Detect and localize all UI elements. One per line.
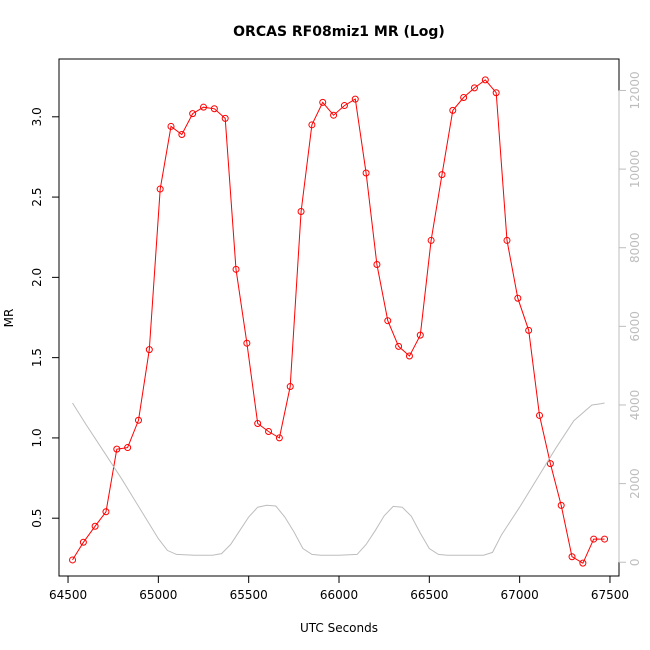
x-axis-label: UTC Seconds xyxy=(300,621,378,635)
x-tick-label: 66500 xyxy=(410,588,448,602)
y-tick-label: 1.0 xyxy=(30,428,44,447)
mr-data-point xyxy=(568,553,576,561)
x-tick-label: 64500 xyxy=(49,588,87,602)
y2-tick-label: 6000 xyxy=(628,311,642,342)
mr-data-point xyxy=(134,416,142,424)
mr-data-point xyxy=(243,339,251,347)
x-tick-label: 67000 xyxy=(501,588,539,602)
mr-data-point xyxy=(69,556,77,564)
mr-data-point xyxy=(210,105,218,113)
x-axis: 64500 65000 65500 66000 66500 67000 67500 xyxy=(49,575,629,602)
mr-data-point xyxy=(79,538,87,546)
chart-title: ORCAS RF08miz1 MR (Log) xyxy=(233,24,445,40)
mr-data-point xyxy=(427,236,435,244)
mr-data-point xyxy=(200,103,208,111)
mr-data-point xyxy=(113,445,121,453)
mr-data-point xyxy=(405,352,413,360)
mr-data-point xyxy=(232,265,240,273)
mr-data-point xyxy=(91,522,99,530)
x-tick-label: 65500 xyxy=(230,588,268,602)
mr-data-point xyxy=(492,89,500,97)
mr-data-point xyxy=(579,559,587,567)
mr-data-point xyxy=(145,346,153,354)
y-axis: 0.5 1.0 1.5 2.0 2.5 3.0 xyxy=(30,107,60,528)
mr-data-point xyxy=(351,95,359,103)
mr-data-point xyxy=(557,501,565,509)
mr-data-point xyxy=(438,171,446,179)
mr-data-point xyxy=(178,130,186,138)
series-layer xyxy=(69,76,609,567)
mr-data-point xyxy=(395,342,403,350)
y-tick-label: 0.5 xyxy=(30,509,44,528)
y2-tick-label: 4000 xyxy=(628,390,642,421)
x-tick-label: 65000 xyxy=(139,588,177,602)
y-tick-label: 3.0 xyxy=(30,107,44,126)
y-tick-label: 2.5 xyxy=(30,188,44,207)
secondary-series-line xyxy=(72,402,605,556)
mr-data-point xyxy=(470,84,478,92)
y2-tick-label: 0 xyxy=(628,558,642,566)
y2-tick-label: 10000 xyxy=(628,150,642,188)
mr-data-point xyxy=(189,110,197,118)
mr-data-point xyxy=(286,383,294,391)
mr-data-point xyxy=(221,114,229,122)
y2-tick-label: 8000 xyxy=(628,232,642,263)
secondary-y-axis: 0 2000 4000 6000 8000 10000 12000 xyxy=(618,71,642,566)
x-tick-label: 67500 xyxy=(591,588,629,602)
mr-data-point xyxy=(156,185,164,193)
mr-data-point xyxy=(297,208,305,216)
y2-tick-label: 2000 xyxy=(628,468,642,499)
mr-data-point xyxy=(601,535,609,543)
plot-frame xyxy=(58,58,620,577)
mr-data-point xyxy=(384,317,392,325)
mr-data-point xyxy=(449,106,457,114)
mr-data-point xyxy=(416,331,424,339)
mr-data-point xyxy=(590,535,598,543)
mr-data-point xyxy=(373,261,381,269)
mr-data-point xyxy=(503,236,511,244)
mr-data-point xyxy=(308,121,316,129)
mr-data-point xyxy=(102,508,110,516)
mr-data-point xyxy=(481,76,489,84)
mr-data-point xyxy=(362,169,370,177)
mr-data-point xyxy=(546,460,554,468)
mr-data-point xyxy=(254,419,262,427)
x-tick-label: 66000 xyxy=(320,588,358,602)
mr-data-point xyxy=(340,102,348,110)
mr-data-point xyxy=(265,427,273,435)
mr-series-line xyxy=(72,79,605,564)
mr-data-point xyxy=(275,434,283,442)
mr-data-point xyxy=(460,94,468,102)
y-axis-label: MR xyxy=(2,309,16,328)
mr-data-point xyxy=(319,98,327,106)
mr-data-point xyxy=(514,294,522,302)
mr-data-point xyxy=(536,411,544,419)
y-tick-label: 2.0 xyxy=(30,268,44,287)
mr-data-point xyxy=(167,122,175,130)
y-tick-label: 1.5 xyxy=(30,348,44,367)
mr-data-point xyxy=(525,326,533,334)
mr-data-point xyxy=(124,444,132,452)
y2-tick-label: 12000 xyxy=(628,71,642,109)
mr-data-point xyxy=(330,111,338,119)
